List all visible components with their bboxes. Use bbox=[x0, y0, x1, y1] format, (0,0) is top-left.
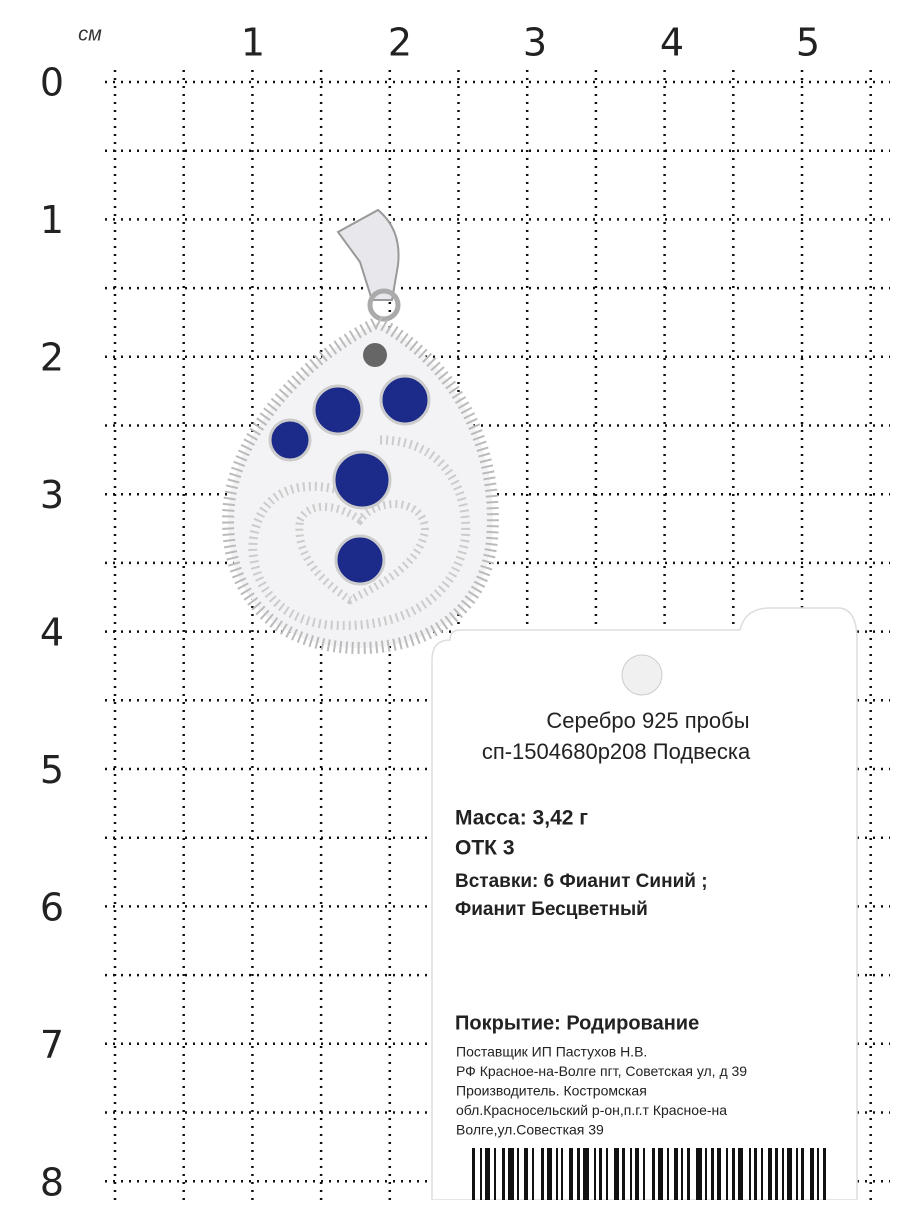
barcode-bar bbox=[480, 1148, 482, 1200]
blue-stone bbox=[268, 418, 312, 462]
barcode-bar bbox=[556, 1148, 558, 1200]
barcode-bar bbox=[485, 1148, 490, 1200]
supplier-line: Волге,ул.Совесткая 39 bbox=[456, 1122, 604, 1138]
clear-stone bbox=[363, 343, 387, 367]
tag-coating: Покрытие: Родирование bbox=[455, 1012, 699, 1034]
ruler-label-left: 8 bbox=[40, 1161, 64, 1201]
barcode-bar bbox=[823, 1148, 826, 1200]
bail bbox=[336, 208, 400, 301]
barcode-bar bbox=[810, 1148, 814, 1200]
supplier-info: Поставщик ИП Пастухов Н.В. РФ Красное-на-… bbox=[456, 1044, 747, 1138]
barcode-bar bbox=[643, 1148, 645, 1200]
barcode-bar bbox=[782, 1148, 784, 1200]
pendant bbox=[221, 208, 499, 655]
ruler-unit: см bbox=[78, 23, 102, 45]
barcode-bar bbox=[761, 1148, 763, 1200]
barcode-bar bbox=[787, 1148, 792, 1200]
barcode bbox=[472, 1148, 826, 1200]
barcode-bar bbox=[738, 1148, 743, 1200]
barcode-bar bbox=[754, 1148, 757, 1200]
barcode-bar bbox=[705, 1148, 707, 1200]
barcode-bar bbox=[711, 1148, 714, 1200]
tag-otk: ОТК 3 bbox=[455, 837, 515, 860]
ruler-label-left: 3 bbox=[40, 473, 64, 517]
tag-title: Серебро 925 пробы bbox=[546, 708, 749, 733]
ruler-label-left: 4 bbox=[40, 611, 64, 655]
supplier-line: Производитель. Костромская bbox=[456, 1083, 647, 1099]
barcode-bar bbox=[561, 1148, 563, 1200]
barcode-bar bbox=[594, 1148, 596, 1200]
barcode-bar bbox=[796, 1148, 798, 1200]
tag-hole bbox=[621, 654, 663, 696]
tag-title: сп-1504680р208 Подвеска bbox=[482, 739, 751, 764]
ruler-label-left: 0 bbox=[40, 61, 64, 105]
barcode-bar bbox=[472, 1148, 475, 1200]
barcode-bar bbox=[732, 1148, 735, 1200]
barcode-bar bbox=[667, 1148, 669, 1200]
blue-stone bbox=[332, 450, 392, 510]
ruler-label-left: 7 bbox=[40, 1023, 64, 1067]
barcode-bar bbox=[630, 1148, 632, 1200]
barcode-bar bbox=[583, 1148, 589, 1200]
ruler-label-top: 4 bbox=[660, 21, 684, 65]
barcode-bar bbox=[502, 1148, 505, 1200]
blue-stone bbox=[379, 374, 431, 426]
ruler-label-left: 1 bbox=[40, 198, 64, 242]
barcode-bar bbox=[532, 1148, 534, 1200]
blue-stone bbox=[312, 384, 364, 436]
barcode-bar bbox=[681, 1148, 683, 1200]
ruler-label-top: 1 bbox=[241, 21, 265, 65]
barcode-bar bbox=[577, 1148, 580, 1200]
ruler-label-left: 2 bbox=[40, 336, 64, 380]
jump-ring bbox=[367, 288, 401, 322]
ruler-label-top: 2 bbox=[388, 21, 412, 65]
barcode-bar bbox=[817, 1148, 819, 1200]
barcode-bar bbox=[726, 1148, 728, 1200]
supplier-line: Поставщик ИП Пастухов Н.В. bbox=[456, 1044, 647, 1060]
barcode-bar bbox=[687, 1148, 690, 1200]
barcode-bar bbox=[717, 1148, 721, 1200]
barcode-bar bbox=[635, 1148, 639, 1200]
barcode-bar bbox=[606, 1148, 608, 1200]
blue-stone bbox=[334, 534, 386, 586]
barcode-bar bbox=[508, 1148, 514, 1200]
price-tag: Серебро 925 пробы сп-1504680р208 Подвеск… bbox=[431, 607, 858, 1201]
barcode-bar bbox=[801, 1148, 804, 1200]
barcode-bar bbox=[541, 1148, 544, 1200]
inner-heart bbox=[295, 500, 430, 605]
ruler-label-left: 5 bbox=[40, 748, 64, 792]
barcode-bar bbox=[524, 1148, 528, 1200]
ruler-label-left: 6 bbox=[40, 886, 64, 930]
barcode-bar bbox=[749, 1148, 751, 1200]
barcode-bar bbox=[569, 1148, 573, 1200]
supplier-line: РФ Красное-на-Волге пгт, Советская ул, д… bbox=[456, 1063, 747, 1079]
barcode-bar bbox=[614, 1148, 619, 1200]
barcode-bar bbox=[768, 1148, 772, 1200]
tag-inserts: Вставки: 6 Фианит Синий ; bbox=[455, 871, 708, 892]
barcode-bar bbox=[674, 1148, 678, 1200]
ruler-label-top: 3 bbox=[523, 21, 547, 65]
ruler-label-top: 5 bbox=[796, 21, 820, 65]
barcode-bar bbox=[599, 1148, 602, 1200]
barcode-bar bbox=[494, 1148, 496, 1200]
barcode-bar bbox=[547, 1148, 552, 1200]
ruler-labels: 1 2 3 4 5 0 1 2 3 4 5 6 7 8 bbox=[40, 21, 820, 1205]
barcode-bar bbox=[652, 1148, 655, 1200]
barcode-bar bbox=[658, 1148, 663, 1200]
tag-inserts: Фианит Бесцветный bbox=[455, 899, 648, 920]
barcode-bar bbox=[775, 1148, 778, 1200]
tag-body bbox=[431, 607, 858, 1201]
supplier-line: обл.Красносельский р-он,п.г.т Красное-на bbox=[456, 1102, 727, 1118]
barcode-bar bbox=[517, 1148, 519, 1200]
barcode-bar bbox=[696, 1148, 702, 1200]
inner-curl bbox=[248, 435, 471, 631]
tag-mass: Масса: 3,42 г bbox=[455, 807, 588, 830]
barcode-bar bbox=[622, 1148, 625, 1200]
